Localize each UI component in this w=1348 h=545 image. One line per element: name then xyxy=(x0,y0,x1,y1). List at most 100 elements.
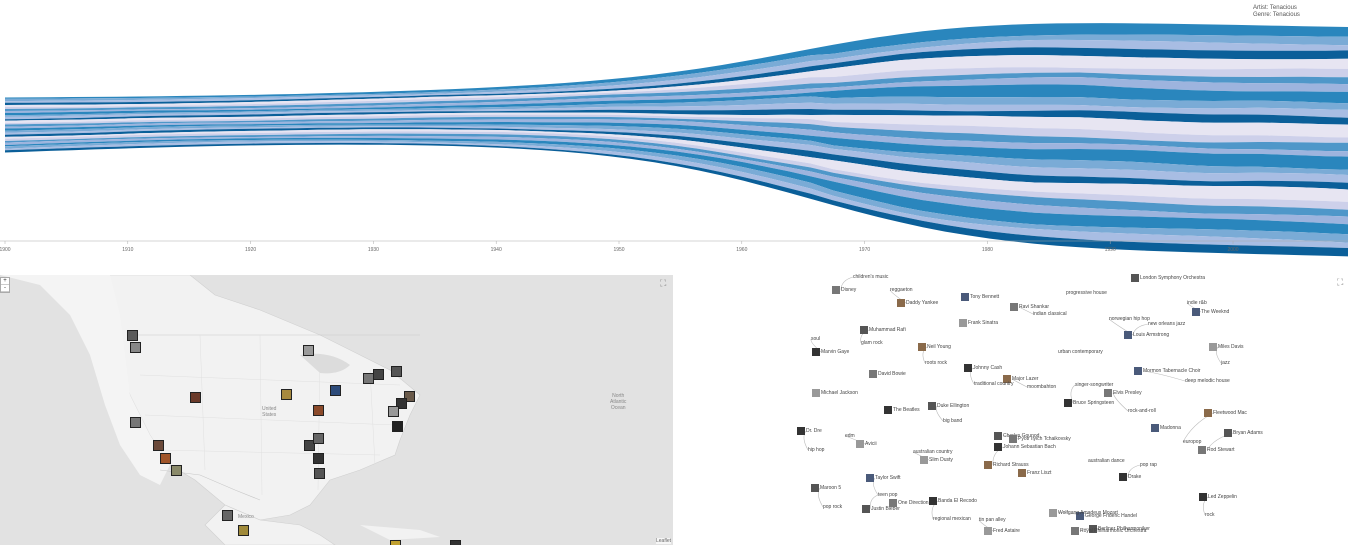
artist-node[interactable]: Led Zeppelin xyxy=(1208,494,1237,500)
artist-thumbnail[interactable] xyxy=(1204,409,1212,417)
artist-thumbnail[interactable] xyxy=(994,443,1002,451)
artist-node[interactable]: Daddy Yankee xyxy=(906,300,939,306)
map-marker[interactable] xyxy=(450,540,461,545)
artist-node[interactable]: Michael Jackson xyxy=(821,390,858,396)
stream-layer[interactable] xyxy=(5,124,1348,175)
genre-node[interactable]: indian classical xyxy=(1033,311,1067,317)
stream-layer[interactable] xyxy=(5,133,1348,217)
genre-node[interactable]: jazz xyxy=(1221,360,1230,366)
map-marker[interactable] xyxy=(404,391,415,402)
artist-node[interactable]: London Symphony Orchestra xyxy=(1140,275,1206,281)
artist-node[interactable]: Franz Liszt xyxy=(1027,470,1052,476)
artist-thumbnail[interactable] xyxy=(862,505,870,513)
artist-node[interactable]: Miles Davis xyxy=(1218,344,1244,350)
artist-node[interactable]: Madonna xyxy=(1160,425,1181,431)
streamgraph[interactable]: 1900 1910 1920 1930 1940 1950 1960 1970 1980 1990… xyxy=(0,0,1348,258)
artist-node[interactable]: Banda El Recodo xyxy=(938,498,977,504)
artist-thumbnail[interactable] xyxy=(860,326,868,334)
artist-thumbnail[interactable] xyxy=(1134,367,1142,375)
artist-thumbnail[interactable] xyxy=(869,370,877,378)
map-marker[interactable] xyxy=(392,421,403,432)
map-marker[interactable] xyxy=(313,453,324,464)
zoom-out-button[interactable]: - xyxy=(1,285,9,292)
artist-node[interactable]: The Weeknd xyxy=(1201,309,1230,315)
artist-node[interactable]: Justin Bieber xyxy=(871,506,900,512)
artist-node[interactable]: Frank Sinatra xyxy=(968,320,999,326)
artist-thumbnail[interactable] xyxy=(961,293,969,301)
map-marker[interactable] xyxy=(304,440,315,451)
genre-node[interactable]: europop xyxy=(1183,439,1202,445)
stream-layer[interactable] xyxy=(5,129,1348,202)
map-panel[interactable]: + - United States Mexico North Atlantic … xyxy=(0,275,673,545)
map-marker[interactable] xyxy=(330,385,341,396)
map-attribution[interactable]: Leaflet xyxy=(655,538,671,544)
artist-node[interactable]: George Frideric Handel xyxy=(1085,513,1137,519)
artist-thumbnail[interactable] xyxy=(811,484,819,492)
genre-node[interactable]: singer-songwriter xyxy=(1075,382,1114,388)
genre-node[interactable]: reggaeton xyxy=(890,287,913,293)
map-marker[interactable] xyxy=(127,330,138,341)
artist-thumbnail[interactable] xyxy=(1076,512,1084,520)
stream-layer[interactable] xyxy=(5,142,1348,257)
artist-node[interactable]: Maroon 5 xyxy=(820,485,842,491)
genre-node[interactable]: edm xyxy=(845,433,855,439)
artist-node[interactable]: Elvis Presley xyxy=(1113,390,1142,396)
stream-layer[interactable] xyxy=(5,135,1348,225)
genre-node[interactable]: traditional country xyxy=(974,381,1014,387)
artist-node[interactable]: Charles Gounod xyxy=(1003,433,1040,439)
artist-node[interactable]: Mormon Tabernacle Choir xyxy=(1143,368,1201,374)
genre-node[interactable]: rock xyxy=(1205,512,1215,518)
stream-layer[interactable] xyxy=(5,47,1348,105)
genre-node[interactable]: big band xyxy=(943,418,963,424)
stream-layer[interactable] xyxy=(5,39,1348,103)
artist-thumbnail[interactable] xyxy=(884,406,892,414)
map-marker[interactable] xyxy=(130,342,141,353)
artist-thumbnail[interactable] xyxy=(832,286,840,294)
artist-thumbnail[interactable] xyxy=(1151,424,1159,432)
genre-node[interactable]: roots rock xyxy=(925,360,947,366)
genre-node[interactable]: moombahton xyxy=(1027,384,1057,390)
genre-node[interactable]: hip hop xyxy=(808,447,825,453)
artist-thumbnail[interactable] xyxy=(797,427,805,435)
artist-thumbnail[interactable] xyxy=(964,364,972,372)
map-marker[interactable] xyxy=(314,468,325,479)
artist-node[interactable]: Muhammad Rafi xyxy=(869,327,906,333)
genre-node[interactable]: rock-and-roll xyxy=(1128,408,1156,414)
stream-layer[interactable] xyxy=(5,119,1348,157)
artist-node[interactable]: Disney xyxy=(841,287,857,293)
artist-node[interactable]: One Direction xyxy=(898,500,929,506)
artist-node[interactable]: Taylor Swift xyxy=(875,475,901,481)
artist-thumbnail[interactable] xyxy=(1010,303,1018,311)
artist-thumbnail[interactable] xyxy=(1199,493,1207,501)
map-marker[interactable] xyxy=(373,369,384,380)
stream-layer[interactable] xyxy=(5,96,1348,117)
genre-node[interactable]: australian country xyxy=(913,449,953,455)
map-marker[interactable] xyxy=(238,525,249,536)
artist-node[interactable]: Richard Strauss xyxy=(993,462,1029,468)
map-marker[interactable] xyxy=(153,440,164,451)
stream-layer[interactable] xyxy=(5,137,1348,235)
genre-node[interactable]: deep melodic house xyxy=(1185,378,1230,384)
artist-thumbnail[interactable] xyxy=(812,348,820,356)
artist-node[interactable]: Johann Sebastian Bach xyxy=(1003,444,1056,450)
map-marker[interactable] xyxy=(388,406,399,417)
artist-thumbnail[interactable] xyxy=(920,456,928,464)
stream-layer[interactable] xyxy=(5,131,1348,210)
artist-thumbnail[interactable] xyxy=(929,497,937,505)
artist-node[interactable]: Johnny Cash xyxy=(973,365,1003,371)
artist-node[interactable]: Royal Philharmonic Orchestra xyxy=(1080,528,1147,534)
stream-layer[interactable] xyxy=(5,126,1348,183)
artist-node[interactable]: The Beatles xyxy=(893,407,920,413)
graph-fullscreen-icon[interactable]: ⛶ xyxy=(1337,277,1344,287)
fullscreen-icon[interactable]: ⛶ xyxy=(660,278,667,288)
artist-thumbnail[interactable] xyxy=(1224,429,1232,437)
stream-layer[interactable] xyxy=(5,139,1348,243)
stream-layer[interactable] xyxy=(5,122,1348,170)
map-marker[interactable] xyxy=(130,417,141,428)
artist-node[interactable]: Bryan Adams xyxy=(1233,430,1263,436)
map-marker[interactable] xyxy=(222,510,233,521)
stream-layer[interactable] xyxy=(5,112,1348,138)
artist-node[interactable]: Major Lazer xyxy=(1012,376,1039,382)
genre-node[interactable]: pop rock xyxy=(823,504,843,510)
artist-node[interactable]: Berliner Philharmoniker xyxy=(1098,526,1150,532)
